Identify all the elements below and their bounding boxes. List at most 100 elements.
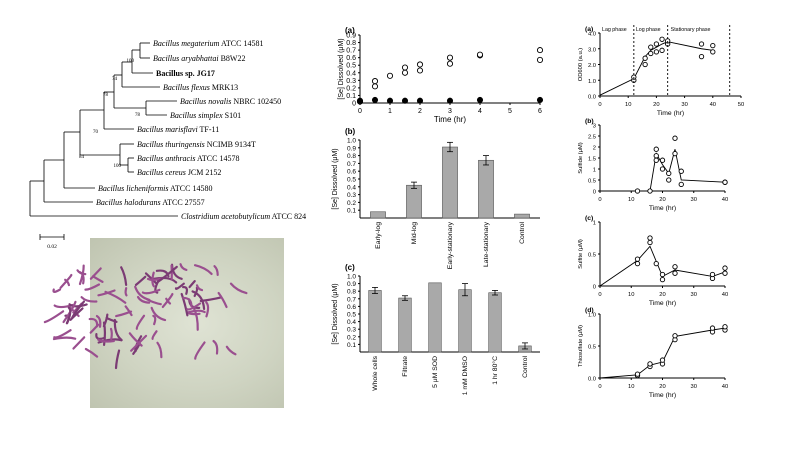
y-tick-label: 0.8 [347,153,356,160]
x-axis-label: Time (hr) [657,110,684,117]
panel-label: (a) [585,26,593,33]
data-point [634,371,641,377]
rod-cell [192,307,199,331]
taxon-label: Bacillus flexus MRK13 [163,83,238,92]
data-point [659,166,666,172]
rod-cell [105,316,118,323]
data-point [659,157,666,163]
panel-label: (b) [345,127,356,136]
open-point [446,54,454,61]
y-tick-label: 0.8 [346,40,356,47]
bar [428,282,442,353]
y-tick-label: 0.5 [588,253,596,259]
rod-cell [68,303,88,308]
x-category-label: Control [519,222,526,244]
open-point [401,64,409,71]
rod-cell [68,305,80,318]
data-point [666,170,672,177]
open-point [371,83,379,90]
taxon-label: Bacillus megaterium ATCC 14581 [153,39,263,48]
rod-cell [78,264,85,286]
bootstrap-label: 78 [103,93,109,98]
data-point [659,271,666,278]
data-point [648,44,654,50]
y-tick-label: 1 [593,168,596,174]
rod-cell [124,287,128,297]
open-point [401,69,409,76]
rod-cell [128,332,143,347]
rod-cell [156,341,163,359]
x-tick-label: 30 [681,102,687,108]
bootstrap-label: 84 [79,155,85,160]
x-tick-label: 10 [625,102,631,108]
y-tick-label: 0.5 [346,63,356,70]
bootstrap-label: 100 [127,59,135,64]
rod-cell [136,295,151,304]
y-axis-label: Sulfide (μM) [578,142,584,173]
data-point [722,270,728,276]
rod-cell [179,263,188,272]
rod-cell [174,282,185,290]
y-tick-label: 2.5 [588,135,596,141]
rod-cell [188,280,196,289]
rod-cell [97,338,115,343]
scale-label: 0.02 [47,244,57,250]
data-point [672,333,678,339]
y-tick-label: 0.6 [346,55,356,62]
filled-point [416,97,424,104]
y-tick-label: 1.0 [588,313,596,319]
data-point [722,179,728,185]
rod-cell [84,347,99,358]
x-tick-label: 0 [598,197,601,203]
open-point [536,47,544,54]
data-point [647,361,653,367]
x-tick-label: 20 [659,384,665,390]
rod-cell [151,330,158,340]
rod-cell [191,290,206,310]
rod-cell [152,276,178,284]
rod-cell [80,296,98,303]
rod-cell [150,306,167,322]
x-axis-label: Time (hr) [649,392,676,399]
data-point [634,188,641,194]
bootstrap-label: 78 [135,113,141,118]
rod-cell [152,314,157,326]
y-tick-label: 0.3 [346,78,356,85]
y-tick-label: 0.5 [347,177,356,184]
filled-point [401,97,409,104]
y-tick-label: 0.3 [347,327,356,334]
rod-cell [213,265,219,277]
y-tick-label: 3.0 [588,47,596,53]
y-tick-label: 0.1 [346,93,356,100]
rod-cell [114,349,121,370]
bar [370,211,386,219]
rod-cell [134,275,147,286]
rod-cell [52,336,77,341]
open-point [536,56,544,63]
panel-label: (c) [585,215,593,222]
x-tick-label: 0 [598,102,601,108]
data-point [672,150,678,157]
rod-cell [84,283,101,291]
bar [406,184,422,219]
data-point [678,168,684,174]
y-tick-label: 1.0 [347,274,356,281]
bar [442,146,458,219]
rod-cell [193,264,213,276]
taxon-label: Bacillus aryabhattai B8W22 [153,54,245,63]
data-point [666,177,672,183]
taxon-label: Clostridium acetobutylicum ATCC 824 [181,212,306,221]
x-axis-label: Time (hr) [649,205,676,212]
microscope-image [90,238,284,408]
bar [368,290,382,353]
open-point [416,67,424,74]
data-point [653,153,659,159]
y-tick-label: 2.0 [588,63,596,69]
y-tick-label: 4.0 [588,32,596,38]
y-tick-label: 0.4 [346,70,356,77]
rod-cell [124,305,133,317]
x-tick-label: 1 [388,108,392,115]
filled-point [386,97,394,104]
data-point [647,239,653,246]
data-point [710,42,716,49]
